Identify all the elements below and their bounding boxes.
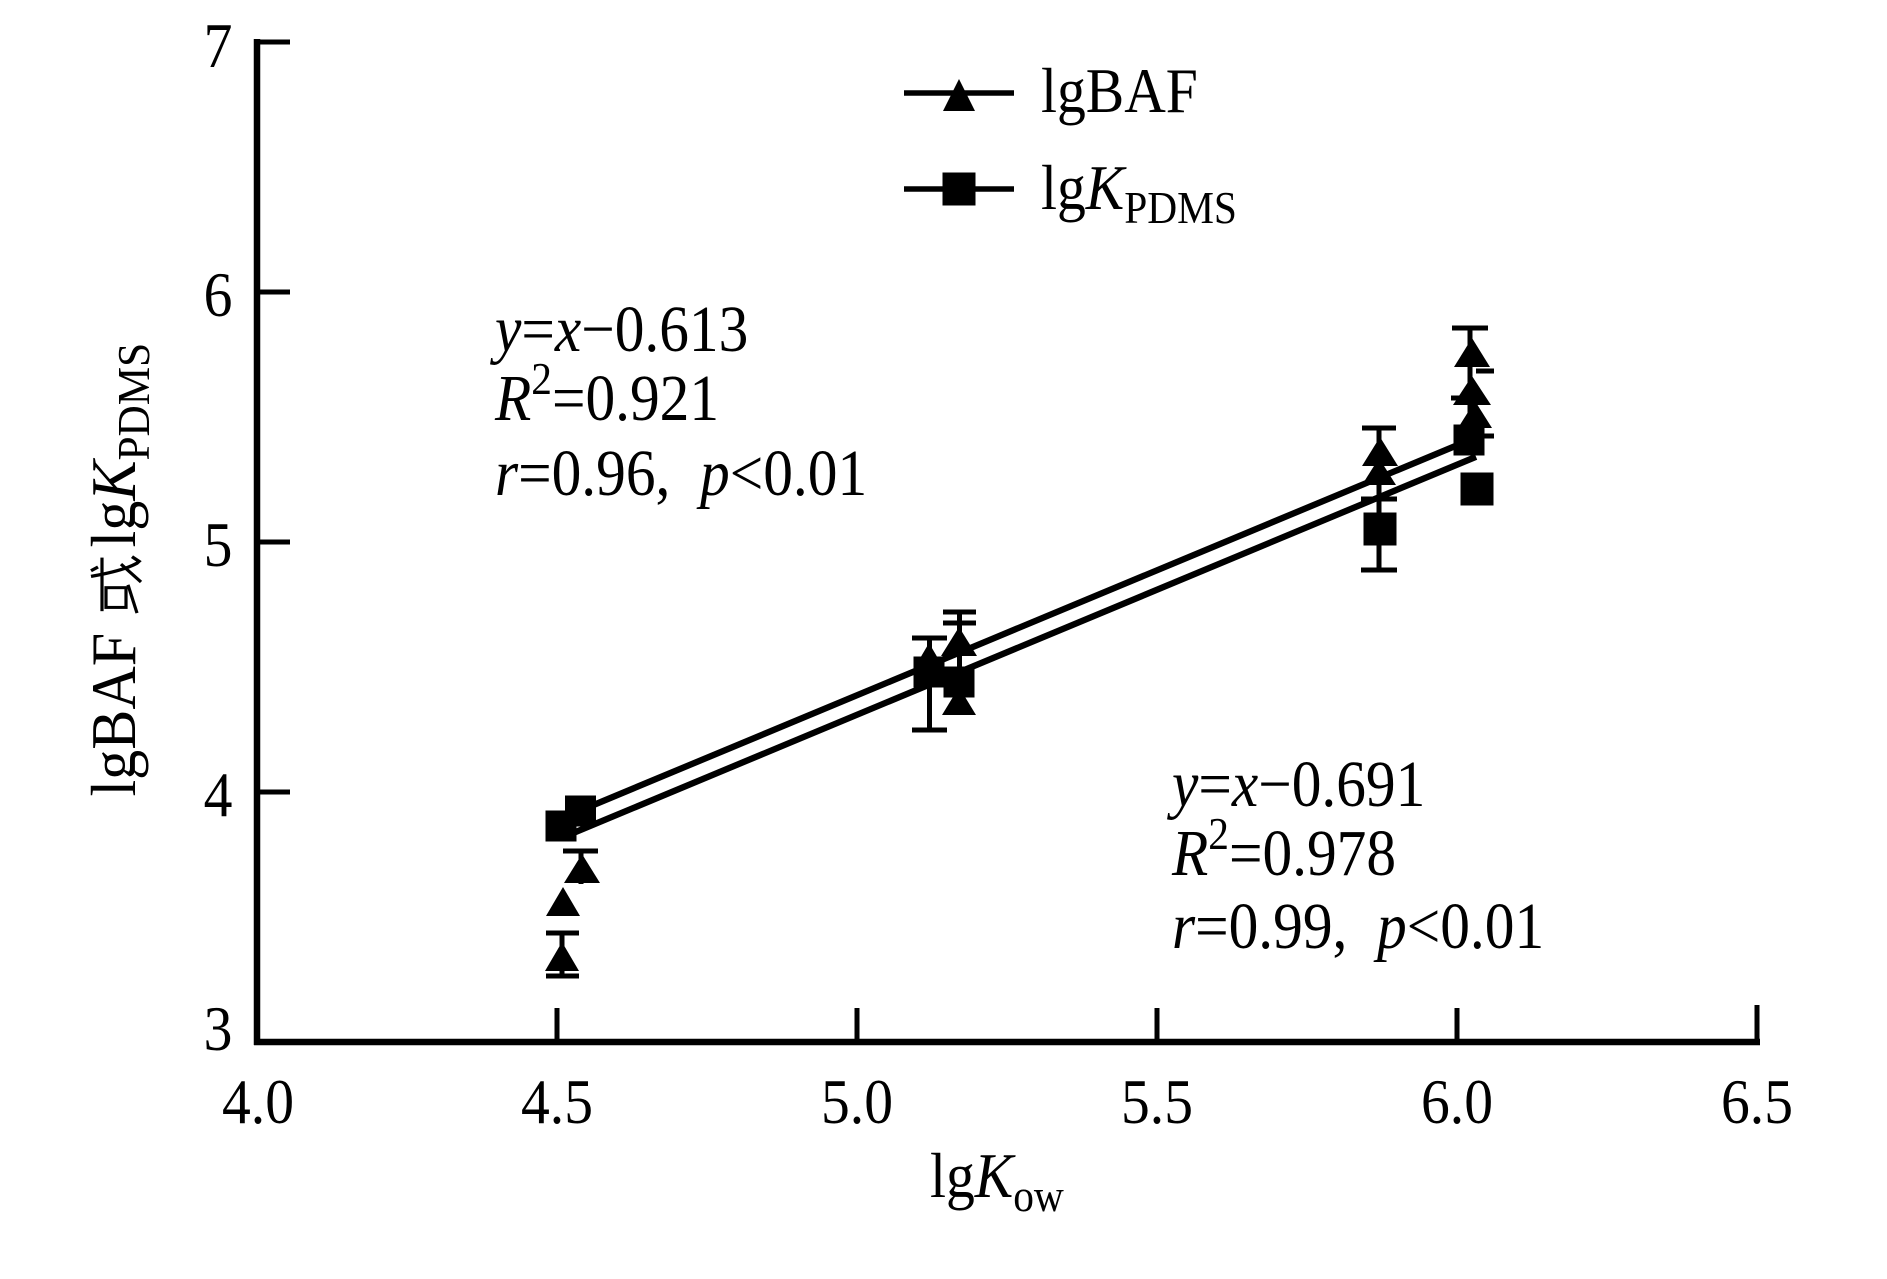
- svg-text:y=x−0.691: y=x−0.691: [1166, 747, 1425, 821]
- svg-text:3: 3: [204, 994, 233, 1064]
- svg-text:y=x−0.613: y=x−0.613: [489, 292, 748, 366]
- svg-text:r=0.96, p<0.01: r=0.96, p<0.01: [495, 436, 867, 510]
- svg-text:6.0: 6.0: [1421, 1067, 1493, 1137]
- svg-text:lgBAF: lgBAF: [79, 633, 149, 797]
- svg-text:6.5: 6.5: [1721, 1067, 1793, 1137]
- svg-text:5.0: 5.0: [821, 1067, 893, 1137]
- svg-text:5.5: 5.5: [1121, 1067, 1193, 1137]
- svg-text:5: 5: [204, 510, 233, 580]
- svg-text:4: 4: [204, 760, 233, 830]
- svg-text:R2=0.921: R2=0.921: [494, 354, 719, 435]
- svg-text:7: 7: [204, 11, 233, 81]
- svg-text:4.0: 4.0: [222, 1067, 294, 1137]
- svg-text:lgBAF: lgBAF: [1041, 56, 1198, 126]
- svg-text:R2=0.978: R2=0.978: [1171, 809, 1396, 890]
- svg-text:r=0.99, p<0.01: r=0.99, p<0.01: [1172, 889, 1544, 963]
- svg-text:4.5: 4.5: [521, 1067, 593, 1137]
- svg-text:6: 6: [204, 260, 233, 330]
